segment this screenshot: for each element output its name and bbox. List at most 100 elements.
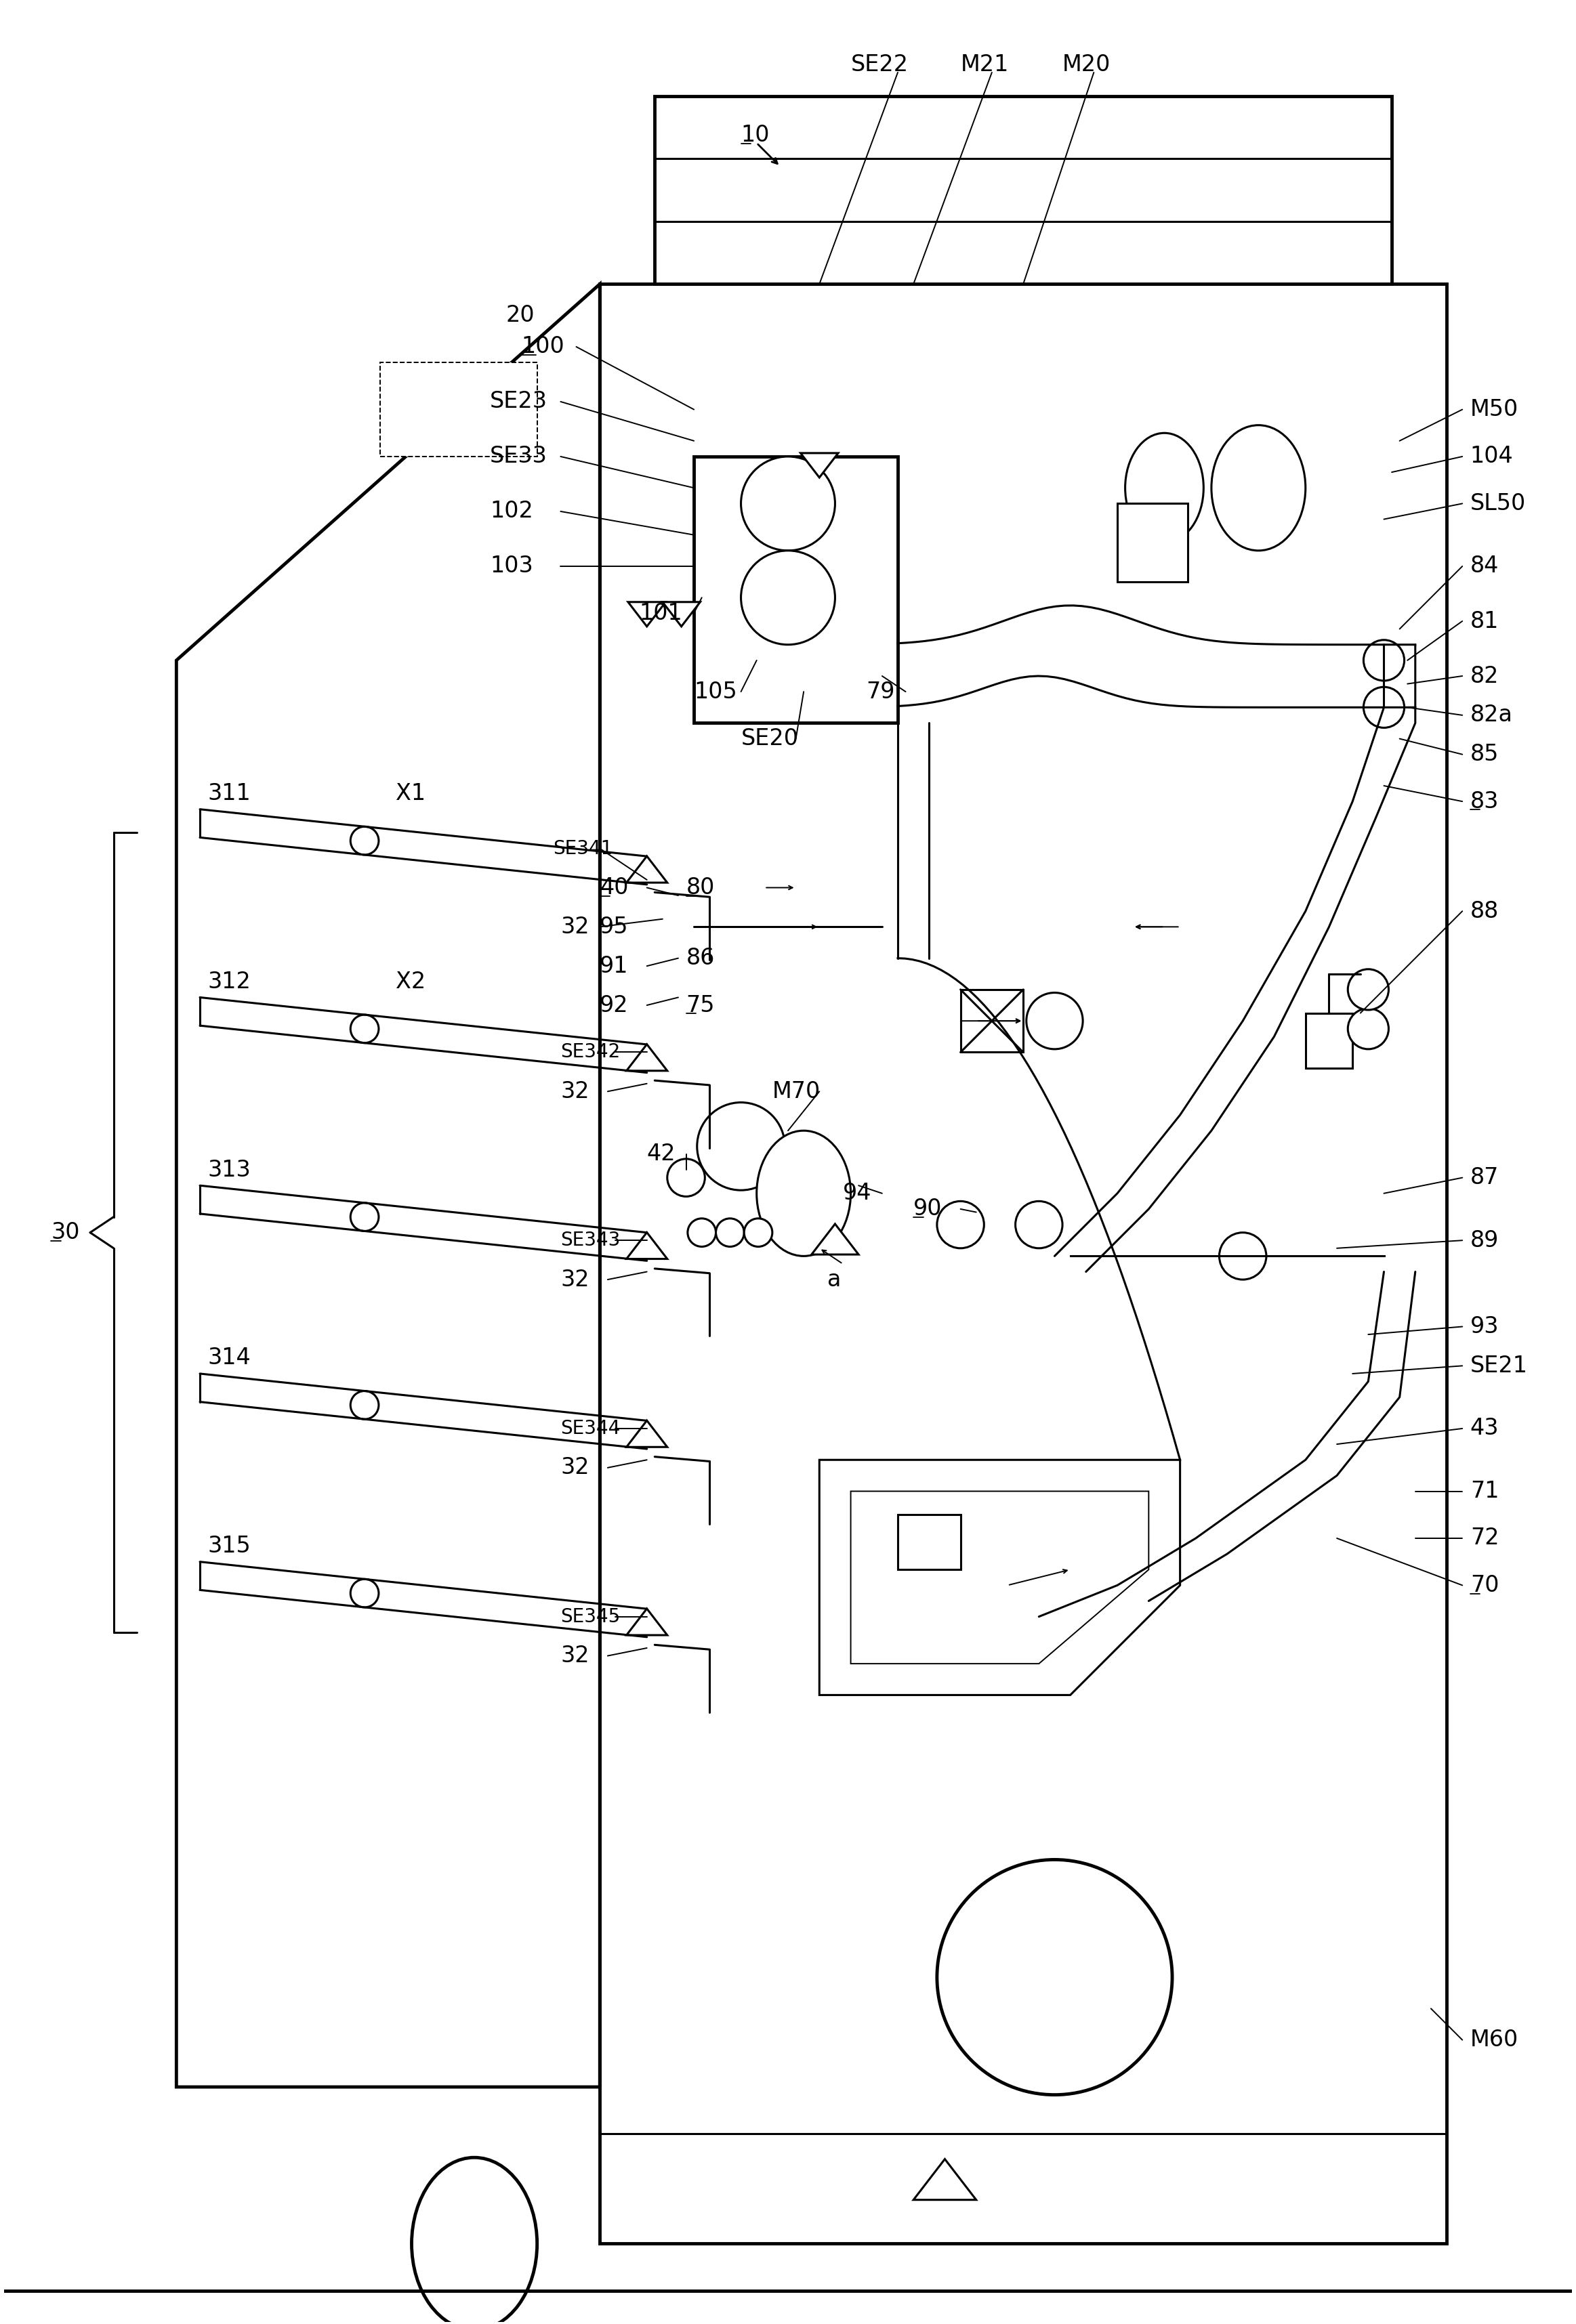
Text: 32: 32: [561, 1457, 589, 1478]
Polygon shape: [851, 1492, 1149, 1664]
Ellipse shape: [411, 2157, 537, 2324]
Polygon shape: [914, 2159, 976, 2201]
Polygon shape: [627, 1232, 667, 1260]
Text: 88: 88: [1470, 899, 1499, 923]
Text: 94: 94: [843, 1183, 872, 1204]
Text: 79: 79: [867, 681, 895, 702]
Text: SE342: SE342: [561, 1043, 621, 1062]
Text: 43: 43: [1470, 1418, 1499, 1439]
Text: M70: M70: [772, 1081, 821, 1102]
Text: 32: 32: [561, 916, 589, 939]
Text: 82: 82: [1470, 665, 1499, 688]
Text: 85: 85: [1470, 744, 1499, 765]
Ellipse shape: [1125, 432, 1204, 544]
Text: 72: 72: [1470, 1527, 1499, 1550]
Bar: [1117, 504, 1188, 581]
Circle shape: [741, 551, 835, 644]
Ellipse shape: [1212, 425, 1305, 551]
Text: 86: 86: [686, 946, 716, 969]
Polygon shape: [801, 453, 838, 476]
Text: SE344: SE344: [561, 1420, 621, 1439]
Text: 71: 71: [1470, 1480, 1499, 1501]
Circle shape: [1220, 1232, 1266, 1281]
Text: 312: 312: [208, 971, 251, 992]
Polygon shape: [627, 1608, 667, 1636]
Text: 82a: 82a: [1470, 704, 1513, 727]
Polygon shape: [627, 1420, 667, 1448]
Text: 70: 70: [1470, 1573, 1499, 1597]
Text: 314: 314: [208, 1348, 251, 1369]
Text: SE22: SE22: [851, 53, 908, 77]
Bar: [600, 284, 1447, 2243]
Polygon shape: [662, 602, 700, 627]
Text: 89: 89: [1470, 1229, 1499, 1253]
Text: M60: M60: [1470, 2029, 1518, 2052]
Circle shape: [744, 1218, 772, 1246]
Text: SE343: SE343: [561, 1232, 621, 1250]
Circle shape: [697, 1102, 785, 1190]
Text: 87: 87: [1470, 1167, 1499, 1190]
Circle shape: [687, 1218, 716, 1246]
Circle shape: [938, 1859, 1173, 2094]
Text: 100: 100: [522, 335, 564, 358]
Text: 311: 311: [208, 783, 251, 804]
Circle shape: [1363, 639, 1404, 681]
Polygon shape: [812, 1225, 859, 1255]
Bar: [1305, 1013, 1352, 1069]
Text: SE23: SE23: [490, 390, 547, 414]
Text: SE341: SE341: [553, 839, 613, 858]
Text: 84: 84: [1470, 555, 1499, 576]
Text: SE20: SE20: [741, 727, 799, 751]
Text: 40: 40: [600, 876, 629, 899]
Circle shape: [741, 456, 835, 551]
Circle shape: [1347, 1009, 1388, 1048]
Text: X2: X2: [396, 971, 426, 992]
Text: 83: 83: [1470, 790, 1499, 813]
Circle shape: [350, 1204, 378, 1232]
Text: 315: 315: [208, 1534, 251, 1557]
Text: 90: 90: [914, 1197, 942, 1220]
Text: 32: 32: [561, 1081, 589, 1102]
Circle shape: [350, 1016, 378, 1043]
Text: 101: 101: [638, 602, 682, 625]
Text: M50: M50: [1470, 397, 1518, 421]
Text: 103: 103: [490, 555, 533, 576]
Text: 42: 42: [646, 1143, 676, 1164]
Circle shape: [1347, 969, 1388, 1011]
Text: 104: 104: [1470, 446, 1513, 467]
Text: SE33: SE33: [490, 446, 547, 467]
Circle shape: [938, 1202, 983, 1248]
Text: 81: 81: [1470, 609, 1499, 632]
Text: 102: 102: [490, 500, 533, 523]
Text: 80: 80: [686, 876, 716, 899]
Bar: [898, 1515, 960, 1569]
Text: a: a: [827, 1269, 842, 1290]
Text: 95: 95: [600, 916, 629, 939]
Circle shape: [350, 1392, 378, 1420]
Polygon shape: [820, 1459, 1180, 1694]
Circle shape: [716, 1218, 744, 1246]
Text: 32: 32: [561, 1645, 589, 1666]
Text: 313: 313: [208, 1160, 251, 1181]
Bar: [960, 990, 1023, 1053]
Bar: [380, 363, 537, 456]
Text: SE21: SE21: [1470, 1355, 1527, 1378]
Polygon shape: [629, 602, 665, 627]
Text: SL50: SL50: [1470, 493, 1526, 514]
Polygon shape: [627, 1043, 667, 1071]
Text: 91: 91: [600, 955, 629, 976]
Circle shape: [1015, 1202, 1062, 1248]
Text: 10: 10: [741, 123, 769, 146]
Circle shape: [1363, 688, 1404, 727]
Text: M20: M20: [1062, 53, 1111, 77]
Text: 30: 30: [50, 1222, 80, 1243]
Text: SE345: SE345: [561, 1608, 621, 1627]
Polygon shape: [627, 855, 667, 883]
Circle shape: [667, 1160, 704, 1197]
Polygon shape: [177, 284, 600, 2087]
Circle shape: [350, 827, 378, 855]
Text: 93: 93: [1470, 1315, 1499, 1339]
Bar: [654, 95, 1392, 284]
Text: 75: 75: [686, 995, 716, 1016]
Ellipse shape: [756, 1132, 851, 1255]
